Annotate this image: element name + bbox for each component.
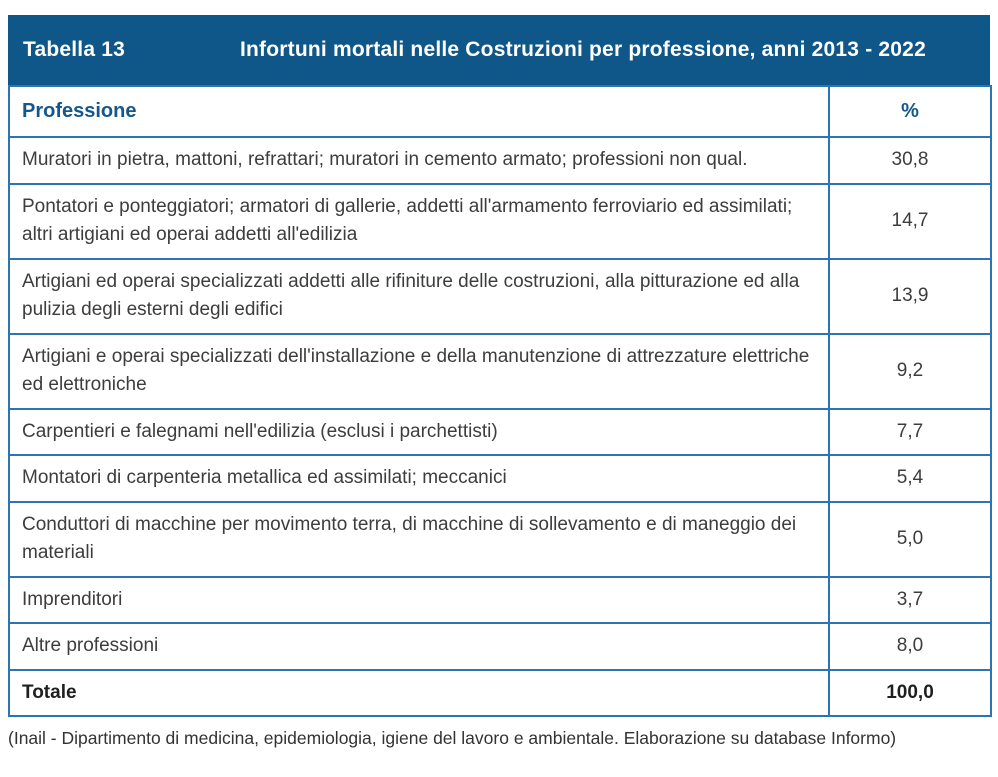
- profession-cell: Conduttori di macchine per movimento ter…: [8, 500, 830, 578]
- profession-cell: Imprenditori: [8, 575, 830, 624]
- percent-cell: 5,0: [828, 500, 992, 578]
- table-row: Conduttori di macchine per movimento ter…: [8, 500, 992, 578]
- percent-cell: 7,7: [828, 407, 992, 456]
- profession-cell: Pontatori e ponteggiatori; armatori di g…: [8, 182, 830, 260]
- profession-cell: Montatori di carpenteria metallica ed as…: [8, 454, 830, 503]
- profession-cell: Muratori in pietra, mattoni, refrattari;…: [8, 136, 830, 185]
- profession-cell: Altre professioni: [8, 622, 830, 671]
- column-header-percent: %: [828, 85, 992, 138]
- table-title: Infortuni mortali nelle Costruzioni per …: [240, 38, 926, 61]
- table-title-band: Tabella 13 Infortuni mortali nelle Costr…: [8, 15, 990, 85]
- percent-cell: 13,9: [828, 257, 992, 335]
- table-total-row: Totale 100,0: [8, 668, 992, 717]
- profession-cell: Artigiani ed operai specializzati addett…: [8, 257, 830, 335]
- table-row: Pontatori e ponteggiatori; armatori di g…: [8, 182, 992, 260]
- percent-cell: 14,7: [828, 182, 992, 260]
- total-label-cell: Totale: [8, 668, 830, 717]
- table-row: Artigiani e operai specializzati dell'in…: [8, 332, 992, 410]
- percent-cell: 8,0: [828, 622, 992, 671]
- percent-cell: 30,8: [828, 136, 992, 185]
- table-header-row: Professione %: [8, 85, 992, 138]
- professions-table: Professione % Muratori in pietra, matton…: [8, 85, 992, 717]
- percent-cell: 3,7: [828, 575, 992, 624]
- column-header-profession: Professione: [8, 85, 830, 138]
- total-percent-cell: 100,0: [828, 668, 992, 717]
- table-row: Artigiani ed operai specializzati addett…: [8, 257, 992, 335]
- page: Tabella 13 Infortuni mortali nelle Costr…: [8, 15, 992, 748]
- table-row: Altre professioni 8,0: [8, 622, 992, 671]
- table-number-label: Tabella 13: [23, 38, 125, 61]
- table-row: Muratori in pietra, mattoni, refrattari;…: [8, 136, 992, 185]
- profession-cell: Carpentieri e falegnami nell'edilizia (e…: [8, 407, 830, 456]
- profession-cell: Artigiani e operai specializzati dell'in…: [8, 332, 830, 410]
- table-row: Carpentieri e falegnami nell'edilizia (e…: [8, 407, 992, 456]
- table-row: Montatori di carpenteria metallica ed as…: [8, 454, 992, 503]
- table-row: Imprenditori 3,7: [8, 575, 992, 624]
- percent-cell: 9,2: [828, 332, 992, 410]
- percent-cell: 5,4: [828, 454, 992, 503]
- source-note: (Inail - Dipartimento di medicina, epide…: [8, 728, 897, 748]
